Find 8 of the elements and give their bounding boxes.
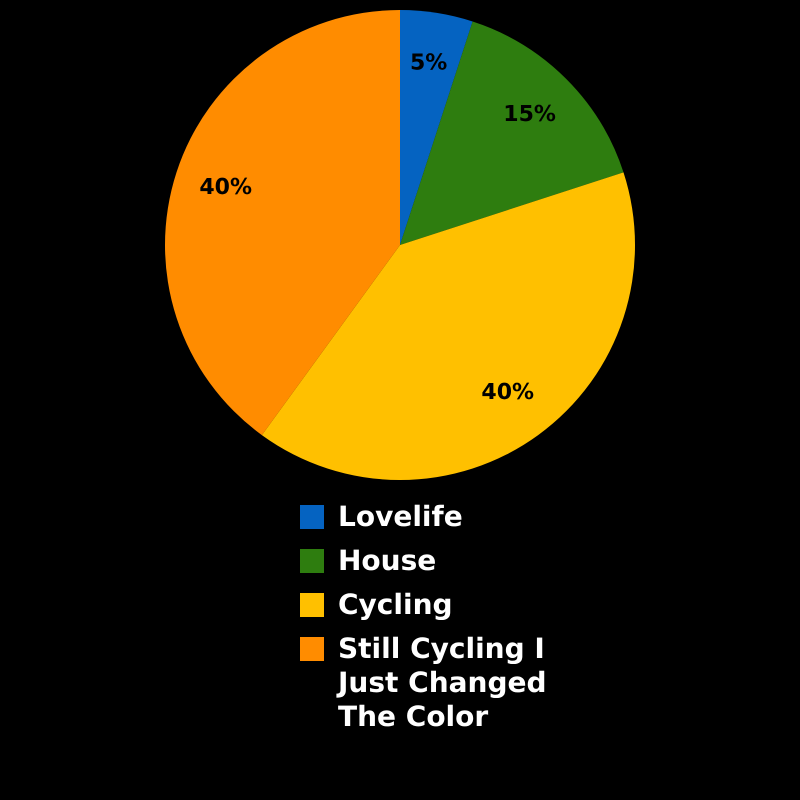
data-label: 15% [503,102,556,128]
legend-label: Still Cycling I Just Changed The Color [338,632,548,734]
legend-label: House [338,544,438,578]
data-label: 40% [199,175,252,200]
data-label: 40% [481,380,534,406]
legend-label: Lovelife [338,500,464,534]
legend-label: Cycling [338,588,454,622]
data-label: 5% [410,50,448,76]
